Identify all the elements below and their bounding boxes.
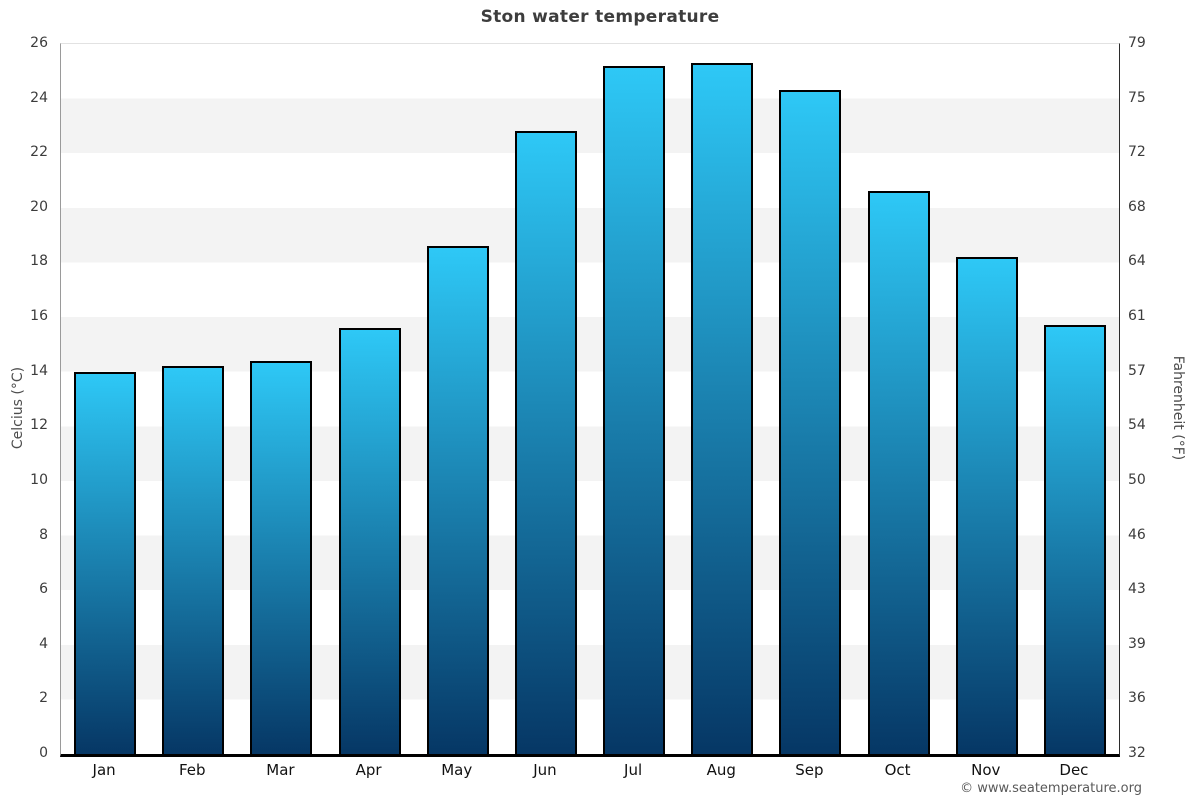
y-tick-right-46: 46 [1128, 526, 1146, 543]
x-tick-aug: Aug [706, 761, 736, 779]
x-tick-sep: Sep [795, 761, 824, 779]
bar-jun[interactable] [514, 131, 577, 754]
y-tick-right-32: 32 [1128, 745, 1146, 761]
bar-dec[interactable] [1043, 325, 1106, 754]
y-tick-right-64: 64 [1128, 253, 1146, 270]
y-tick-right-43: 43 [1128, 581, 1146, 598]
bar-feb[interactable] [162, 366, 225, 754]
y-tick-right-57: 57 [1128, 362, 1146, 379]
y-tick-right-75: 75 [1128, 89, 1146, 106]
y-tick-left-8: 8 [39, 526, 48, 543]
y-tick-left-22: 22 [30, 144, 48, 161]
bar-mar[interactable] [250, 360, 313, 754]
y-tick-left-4: 4 [39, 635, 48, 652]
y-tick-right-36: 36 [1128, 690, 1146, 707]
x-tick-dec: Dec [1059, 761, 1089, 779]
y-tick-left-2: 2 [39, 690, 48, 707]
y-tick-left-16: 16 [30, 308, 48, 325]
y-tick-right-50: 50 [1128, 471, 1146, 488]
y-tick-left-6: 6 [39, 581, 48, 598]
y-tick-right-68: 68 [1128, 198, 1146, 215]
bar-nov[interactable] [955, 257, 1018, 754]
y-tick-right-39: 39 [1128, 635, 1146, 652]
footer-credit: © www.seatemperature.org [960, 781, 1142, 796]
y-tick-left-12: 12 [30, 417, 48, 434]
y-tick-right-54: 54 [1128, 417, 1146, 434]
y-tick-left-10: 10 [30, 471, 48, 488]
y-axis-left-title: Celcius (°C) [10, 366, 26, 450]
y-tick-left-26: 26 [30, 35, 48, 51]
x-tick-oct: Oct [884, 761, 911, 779]
x-tick-nov: Nov [971, 761, 1001, 779]
y-tick-left-20: 20 [30, 198, 48, 215]
x-tick-jul: Jul [624, 761, 643, 779]
x-tick-mar: Mar [266, 761, 295, 779]
x-tick-may: May [441, 761, 473, 779]
x-tick-apr: Apr [355, 761, 382, 779]
y-tick-right-72: 72 [1128, 144, 1146, 161]
y-tick-left-24: 24 [30, 89, 48, 106]
plot-area [60, 43, 1120, 757]
y-tick-left-14: 14 [30, 362, 48, 379]
x-tick-feb: Feb [178, 761, 206, 779]
bar-jan[interactable] [74, 371, 137, 754]
x-tick-jun: Jun [533, 761, 557, 779]
y-tick-right-79: 79 [1128, 35, 1146, 51]
y-tick-right-61: 61 [1128, 308, 1146, 325]
chart-title: Ston water temperature [480, 7, 720, 27]
y-tick-left-18: 18 [30, 253, 48, 270]
bar-may[interactable] [426, 246, 489, 754]
x-tick-jan: Jan [92, 761, 116, 779]
y-tick-left-0: 0 [39, 745, 48, 761]
bar-oct[interactable] [867, 191, 930, 754]
bar-sep[interactable] [779, 90, 842, 754]
bar-apr[interactable] [338, 328, 401, 754]
bar-jul[interactable] [603, 65, 666, 754]
y-axis-right-title: Fahrenheit (°F) [1170, 355, 1186, 461]
bar-aug[interactable] [691, 63, 754, 754]
